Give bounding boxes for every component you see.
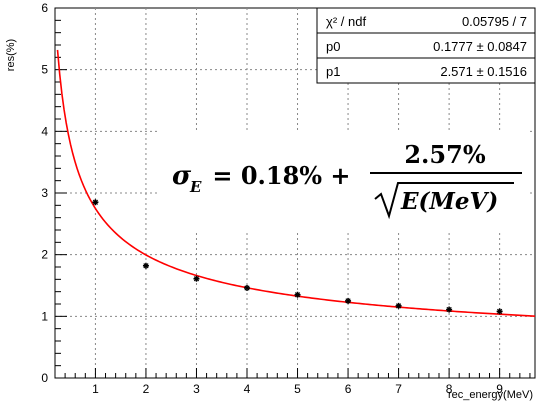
x-tick-label: 4	[244, 382, 251, 396]
y-tick-label: 3	[41, 186, 48, 200]
data-point-mark	[143, 263, 149, 269]
stats-row-label: p0	[326, 39, 340, 54]
formula-numerator: 2.57%	[404, 140, 485, 169]
data-point	[142, 262, 149, 269]
data-point-mark	[294, 292, 301, 298]
data-point	[92, 199, 99, 206]
formula-constant: = 0.18% +	[204, 161, 351, 190]
data-point	[446, 306, 453, 313]
formula-lhs-subscript: E	[189, 178, 202, 196]
y-tick-label: 6	[41, 1, 48, 15]
data-point-mark	[193, 276, 200, 282]
x-tick-label: 1	[92, 382, 99, 396]
stats-row-label: χ² / ndf	[326, 14, 366, 29]
data-point	[496, 308, 503, 315]
formula-annotation: σ E = 0.18% + 2.57% E(MeV)	[158, 130, 530, 230]
y-tick-label: 0	[41, 371, 48, 385]
data-point-mark	[497, 308, 503, 315]
y-tick-label: 4	[41, 124, 48, 138]
y-tick-label: 5	[41, 63, 48, 77]
stats-row-value: 0.1777 ± 0.0847	[433, 39, 527, 54]
data-point-mark	[395, 303, 402, 309]
data-point	[193, 275, 200, 282]
x-axis-label: rec_energy(MeV)	[448, 389, 533, 401]
stats-row-value: 0.05795 / 7	[462, 14, 527, 29]
axis-ticks	[55, 7, 531, 379]
x-tick-label: 8	[446, 382, 453, 396]
x-tick-label: 5	[294, 382, 301, 396]
data-point	[395, 302, 402, 309]
formula-denominator: E(MeV)	[400, 188, 498, 215]
data-point-mark	[244, 285, 250, 291]
data-point-mark	[345, 298, 351, 304]
x-tick-label: 2	[143, 382, 150, 396]
data-point-mark	[446, 306, 452, 313]
data-point	[244, 284, 250, 291]
formula-lhs: σ	[172, 161, 192, 191]
x-tick-label: 7	[395, 382, 402, 396]
data-point-mark	[92, 199, 99, 205]
y-tick-label: 1	[41, 309, 48, 323]
x-tick-label: 3	[193, 382, 200, 396]
stats-box: χ² / ndf 0.05795 / 7 p0 0.1777 ± 0.0847 …	[316, 7, 536, 84]
x-tick-label: 9	[496, 382, 503, 396]
stats-row-label: p1	[326, 64, 340, 79]
data-points	[92, 199, 503, 315]
stats-row-value: 2.571 ± 0.1516	[440, 64, 527, 79]
data-point	[345, 297, 352, 304]
tick-labels: 1 2 3 4 5 6 7 8 9 0 1 2 3 4 5 6	[41, 1, 503, 396]
data-point	[294, 291, 301, 298]
y-tick-label: 2	[41, 248, 48, 262]
x-tick-label: 6	[345, 382, 352, 396]
y-axis-label: res(%)	[5, 39, 17, 71]
sqrt-sign	[374, 182, 514, 220]
